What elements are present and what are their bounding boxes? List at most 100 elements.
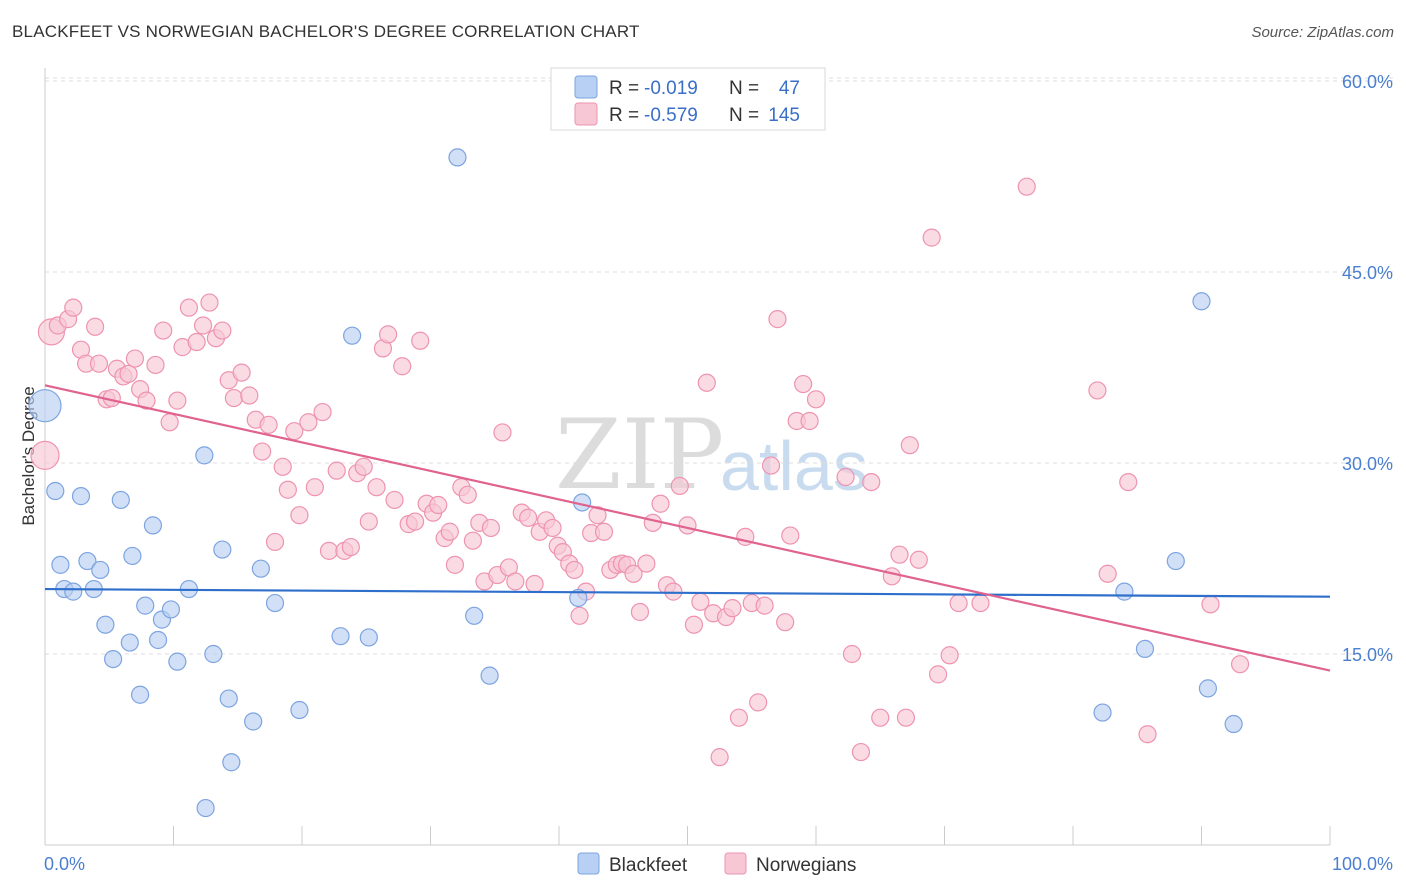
blackfeet-point — [71, 487, 91, 506]
blackfeet-point — [1192, 292, 1211, 311]
norwegians-point — [240, 386, 259, 405]
chart-title: BLACKFEET VS NORWEGIAN BACHELOR'S DEGREE… — [12, 22, 640, 41]
norwegians-point — [253, 442, 272, 461]
blackfeet-point — [1166, 551, 1185, 571]
norwegians-point — [341, 537, 360, 557]
blackfeet-point — [46, 481, 65, 501]
y-tick-label: 45.0% — [1342, 263, 1393, 283]
norwegians-point — [119, 364, 138, 383]
norwegians-point — [729, 708, 749, 727]
blackfeet-point — [91, 560, 110, 580]
norwegians-point — [429, 495, 448, 515]
blackfeet-r-value: -0.019 — [644, 78, 698, 99]
blackfeet-point — [196, 798, 215, 818]
x-ticks — [44, 826, 1331, 845]
norwegians-point — [776, 613, 795, 632]
norwegians-point — [440, 522, 459, 541]
norwegians-point — [862, 473, 881, 492]
norwegians-point — [411, 331, 430, 350]
norwegians-point — [168, 391, 187, 410]
y-tick-label: 60.0% — [1342, 72, 1393, 92]
norwegians-point — [1119, 473, 1138, 492]
blackfeet-point — [1115, 582, 1134, 601]
watermark-zip: ZIP — [555, 399, 724, 511]
norwegians-point — [630, 602, 650, 622]
blackfeet-point — [64, 582, 83, 601]
norwegians-point — [273, 457, 292, 476]
norwegians-point — [1088, 381, 1107, 400]
x-tick-label-max: 100.0% — [1332, 854, 1393, 874]
norwegians-point — [125, 349, 145, 368]
norwegians-point — [637, 554, 656, 573]
norwegians-trend-line — [44, 384, 1331, 672]
blackfeet-point — [28, 389, 62, 423]
norwegians-point — [651, 494, 670, 513]
blackfeet-point — [120, 633, 139, 652]
legend-norwegians-label: Norwegians — [756, 855, 856, 876]
norwegians-point — [463, 531, 483, 550]
norwegians-point — [445, 555, 465, 574]
blackfeet-point — [359, 628, 378, 647]
norwegians-point — [781, 526, 800, 545]
norwegians-point — [684, 615, 704, 634]
norwegians-point — [882, 567, 901, 586]
norwegians-point — [327, 461, 346, 480]
norwegians-point — [200, 293, 219, 312]
norwegians-point — [146, 355, 165, 375]
blackfeet-point — [148, 630, 168, 650]
norwegians-point — [806, 390, 826, 409]
norwegians-point — [643, 513, 662, 532]
norwegians-point — [570, 606, 589, 625]
blackfeet-point — [168, 652, 187, 671]
norwegians-point — [1230, 655, 1250, 674]
legend-blackfeet-swatch — [577, 852, 600, 875]
norwegians-point — [493, 423, 512, 442]
norwegians-point — [278, 480, 297, 499]
norwegians-point — [89, 354, 109, 373]
norwegians-point — [319, 541, 339, 560]
norwegians-point — [367, 478, 386, 497]
norwegians-n-value: 145 — [768, 105, 800, 126]
norwegians-point — [393, 357, 412, 376]
blackfeet-point — [204, 644, 223, 664]
norwegians-point — [749, 693, 768, 712]
norwegians-point — [313, 402, 332, 422]
norwegians-point — [723, 599, 742, 618]
norwegians-point — [179, 298, 199, 317]
norwegians-point — [187, 332, 206, 352]
legend-blackfeet-label: Blackfeet — [609, 855, 688, 876]
blackfeet-point — [448, 148, 467, 167]
norwegians-point — [678, 516, 697, 535]
norwegians-point — [1098, 564, 1117, 583]
blackfeet-point — [465, 606, 484, 625]
blackfeet-point — [331, 627, 350, 646]
norwegians-point — [354, 457, 373, 476]
norwegians-point — [664, 582, 683, 601]
norwegians-point — [259, 415, 278, 434]
blackfeet-point — [265, 593, 285, 613]
norwegians-point — [213, 321, 232, 340]
legend-norwegians-swatch — [724, 852, 747, 875]
blackfeet-point — [244, 712, 263, 731]
norwegians-point — [871, 708, 890, 727]
norwegians-point — [481, 518, 500, 538]
blackfeet-point — [104, 649, 123, 669]
norwegians-point — [359, 512, 378, 531]
blackfeet-point — [569, 588, 588, 608]
y-tick-labels: 15.0% 30.0% 45.0% 60.0% — [1342, 72, 1393, 665]
norwegians-point — [836, 467, 855, 487]
norwegians-point — [670, 476, 689, 496]
blackfeet-point — [51, 555, 70, 574]
norwegians-point — [896, 708, 916, 727]
norwegians-point — [405, 512, 425, 531]
source-label: Source: ZipAtlas.com — [1251, 24, 1394, 41]
norwegians-point — [193, 316, 213, 335]
norwegians-point — [1138, 725, 1157, 744]
stats-legend: R = -0.019 N = 47 R = -0.579 N = 145 — [550, 67, 826, 131]
blackfeet-point — [1198, 679, 1218, 698]
blackfeet-point — [480, 666, 499, 685]
norwegians-point — [890, 545, 909, 564]
series-legend: Blackfeet Norwegians — [577, 852, 856, 876]
norwegians-point — [154, 321, 173, 340]
norwegians-point — [305, 478, 324, 497]
